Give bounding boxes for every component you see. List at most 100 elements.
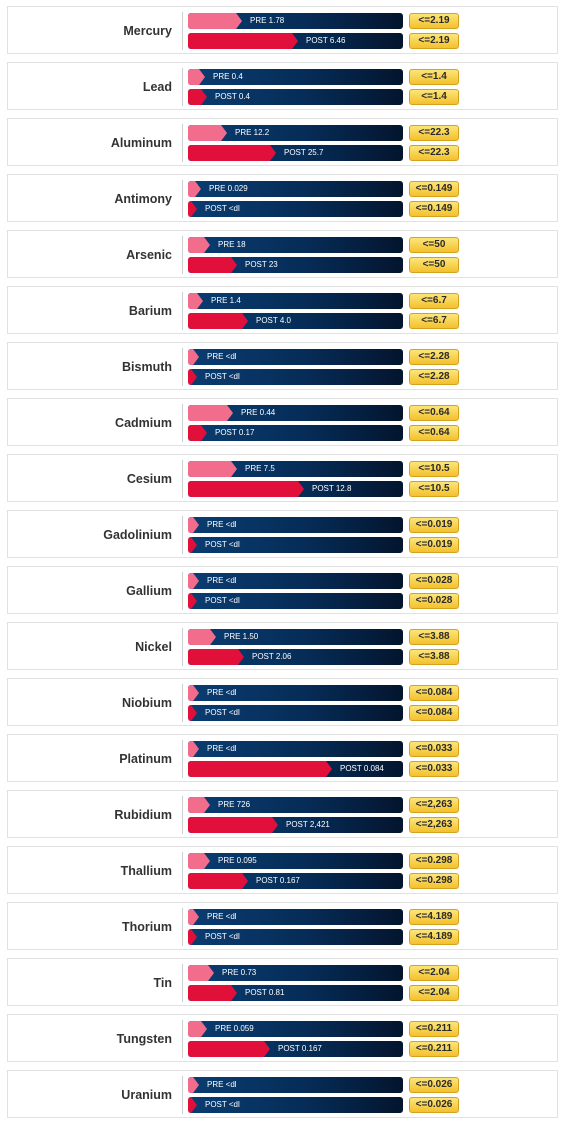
pre-value-label: PRE <dl	[207, 688, 237, 697]
pre-bar-track: PRE 18	[188, 237, 403, 253]
row-divider	[182, 964, 183, 1002]
metal-row: Mercury PRE 1.78 POST 6.46 <=2.19 <=2.19	[7, 6, 558, 54]
pre-bar-track: PRE <dl	[188, 685, 403, 701]
row-divider	[182, 740, 183, 778]
post-value-label: POST <dl	[205, 1100, 240, 1109]
limit-badge: <=2.28	[409, 349, 459, 365]
post-bar-fill	[188, 593, 197, 609]
post-bar-fill	[188, 1041, 270, 1057]
post-value-label: POST 0.17	[215, 428, 255, 437]
limit-badge: <=0.026	[409, 1077, 459, 1093]
post-bar-fill	[188, 537, 197, 553]
pre-value-label: PRE <dl	[207, 352, 237, 361]
limit-badge: <=0.033	[409, 761, 459, 777]
metal-row: Arsenic PRE 18 POST 23 <=50 <=50	[7, 230, 558, 278]
pre-bar-track: PRE 0.095	[188, 853, 403, 869]
limit-badge: <=2.04	[409, 985, 459, 1001]
limit-badge: <=0.298	[409, 873, 459, 889]
pre-bar-fill	[188, 405, 233, 421]
row-divider	[182, 68, 183, 106]
metal-row: Thorium PRE <dl POST <dl <=4.189 <=4.189	[7, 902, 558, 950]
pre-value-label: PRE 0.029	[209, 184, 248, 193]
limit-badge: <=2.19	[409, 33, 459, 49]
pre-bar-track: PRE 12.2	[188, 125, 403, 141]
pre-bar-fill	[188, 69, 205, 85]
metal-row: Antimony PRE 0.029 POST <dl <=0.149 <=0.149	[7, 174, 558, 222]
metal-name-label: Lead	[142, 80, 172, 94]
limit-badge: <=0.026	[409, 1097, 459, 1113]
row-divider	[182, 628, 183, 666]
metal-name-label: Uranium	[121, 1088, 172, 1102]
pre-bar-track: PRE 1.4	[188, 293, 403, 309]
metal-row: Tungsten PRE 0.059 POST 0.167 <=0.211 <=0.21…	[7, 1014, 558, 1062]
pre-bar-fill	[188, 125, 227, 141]
row-divider	[182, 852, 183, 890]
limit-badge: <=10.5	[409, 461, 459, 477]
metal-name-label: Antimony	[114, 192, 172, 206]
post-bar-track: POST 0.167	[188, 873, 403, 889]
pre-value-label: PRE 0.73	[222, 968, 257, 977]
post-bar-fill	[188, 929, 197, 945]
row-divider	[182, 572, 183, 610]
metal-name-label: Aluminum	[110, 136, 172, 150]
metal-row: Aluminum PRE 12.2 POST 25.7 <=22.3 <=22.3	[7, 118, 558, 166]
metal-name-label: Thorium	[122, 920, 172, 934]
post-value-label: POST 0.4	[215, 92, 250, 101]
pre-bar-track: PRE <dl	[188, 573, 403, 589]
limit-badge: <=0.028	[409, 573, 459, 589]
post-bar-track: POST <dl	[188, 369, 403, 385]
pre-value-label: PRE 1.78	[250, 16, 285, 25]
pre-bar-track: PRE <dl	[188, 741, 403, 757]
post-bar-track: POST 0.4	[188, 89, 403, 105]
pre-bar-fill	[188, 853, 210, 869]
metal-name-label: Cesium	[126, 472, 172, 486]
pre-bar-fill	[188, 181, 201, 197]
post-bar-fill	[188, 369, 197, 385]
row-divider	[182, 180, 183, 218]
pre-bar-fill	[188, 741, 199, 757]
post-bar-fill	[188, 481, 304, 497]
pre-bar-fill	[188, 629, 216, 645]
post-value-label: POST 12.8	[312, 484, 352, 493]
pre-bar-fill	[188, 13, 242, 29]
limit-badge: <=22.3	[409, 145, 459, 161]
pre-bar-fill	[188, 1021, 207, 1037]
metal-row: Uranium PRE <dl POST <dl <=0.026 <=0.026	[7, 1070, 558, 1118]
pre-value-label: PRE <dl	[207, 520, 237, 529]
row-divider	[182, 684, 183, 722]
metal-row: Niobium PRE <dl POST <dl <=0.084 <=0.084	[7, 678, 558, 726]
metal-name-label: Tungsten	[116, 1032, 172, 1046]
post-bar-track: POST 6.46	[188, 33, 403, 49]
metal-row: Rubidium PRE 726 POST 2,421 <=2,263 <=2,263	[7, 790, 558, 838]
pre-bar-track: PRE <dl	[188, 517, 403, 533]
limit-badge: <=50	[409, 257, 459, 273]
post-bar-track: POST <dl	[188, 1097, 403, 1113]
metal-row: Thallium PRE 0.095 POST 0.167 <=0.298 <=0.29…	[7, 846, 558, 894]
limit-badge: <=0.019	[409, 537, 459, 553]
pre-value-label: PRE 7.5	[245, 464, 275, 473]
pre-bar-track: PRE <dl	[188, 909, 403, 925]
pre-value-label: PRE <dl	[207, 576, 237, 585]
metal-row: Bismuth PRE <dl POST <dl <=2.28 <=2.28	[7, 342, 558, 390]
post-value-label: POST 4.0	[256, 316, 291, 325]
row-divider	[182, 516, 183, 554]
pre-bar-track: PRE 0.059	[188, 1021, 403, 1037]
row-divider	[182, 796, 183, 834]
post-bar-track: POST 12.8	[188, 481, 403, 497]
limit-badge: <=2,263	[409, 797, 459, 813]
limit-badge: <=6.7	[409, 313, 459, 329]
pre-bar-fill	[188, 461, 237, 477]
metal-name-label: Barium	[128, 304, 172, 318]
row-divider	[182, 908, 183, 946]
metal-name-label: Platinum	[119, 752, 172, 766]
post-bar-fill	[188, 425, 207, 441]
metal-row: Cesium PRE 7.5 POST 12.8 <=10.5 <=10.5	[7, 454, 558, 502]
metal-name-label: Cadmium	[115, 416, 172, 430]
post-value-label: POST <dl	[205, 596, 240, 605]
post-bar-fill	[188, 649, 244, 665]
pre-value-label: PRE 0.059	[215, 1024, 254, 1033]
limit-badge: <=2,263	[409, 817, 459, 833]
pre-bar-track: PRE 1.50	[188, 629, 403, 645]
post-bar-track: POST 25.7	[188, 145, 403, 161]
